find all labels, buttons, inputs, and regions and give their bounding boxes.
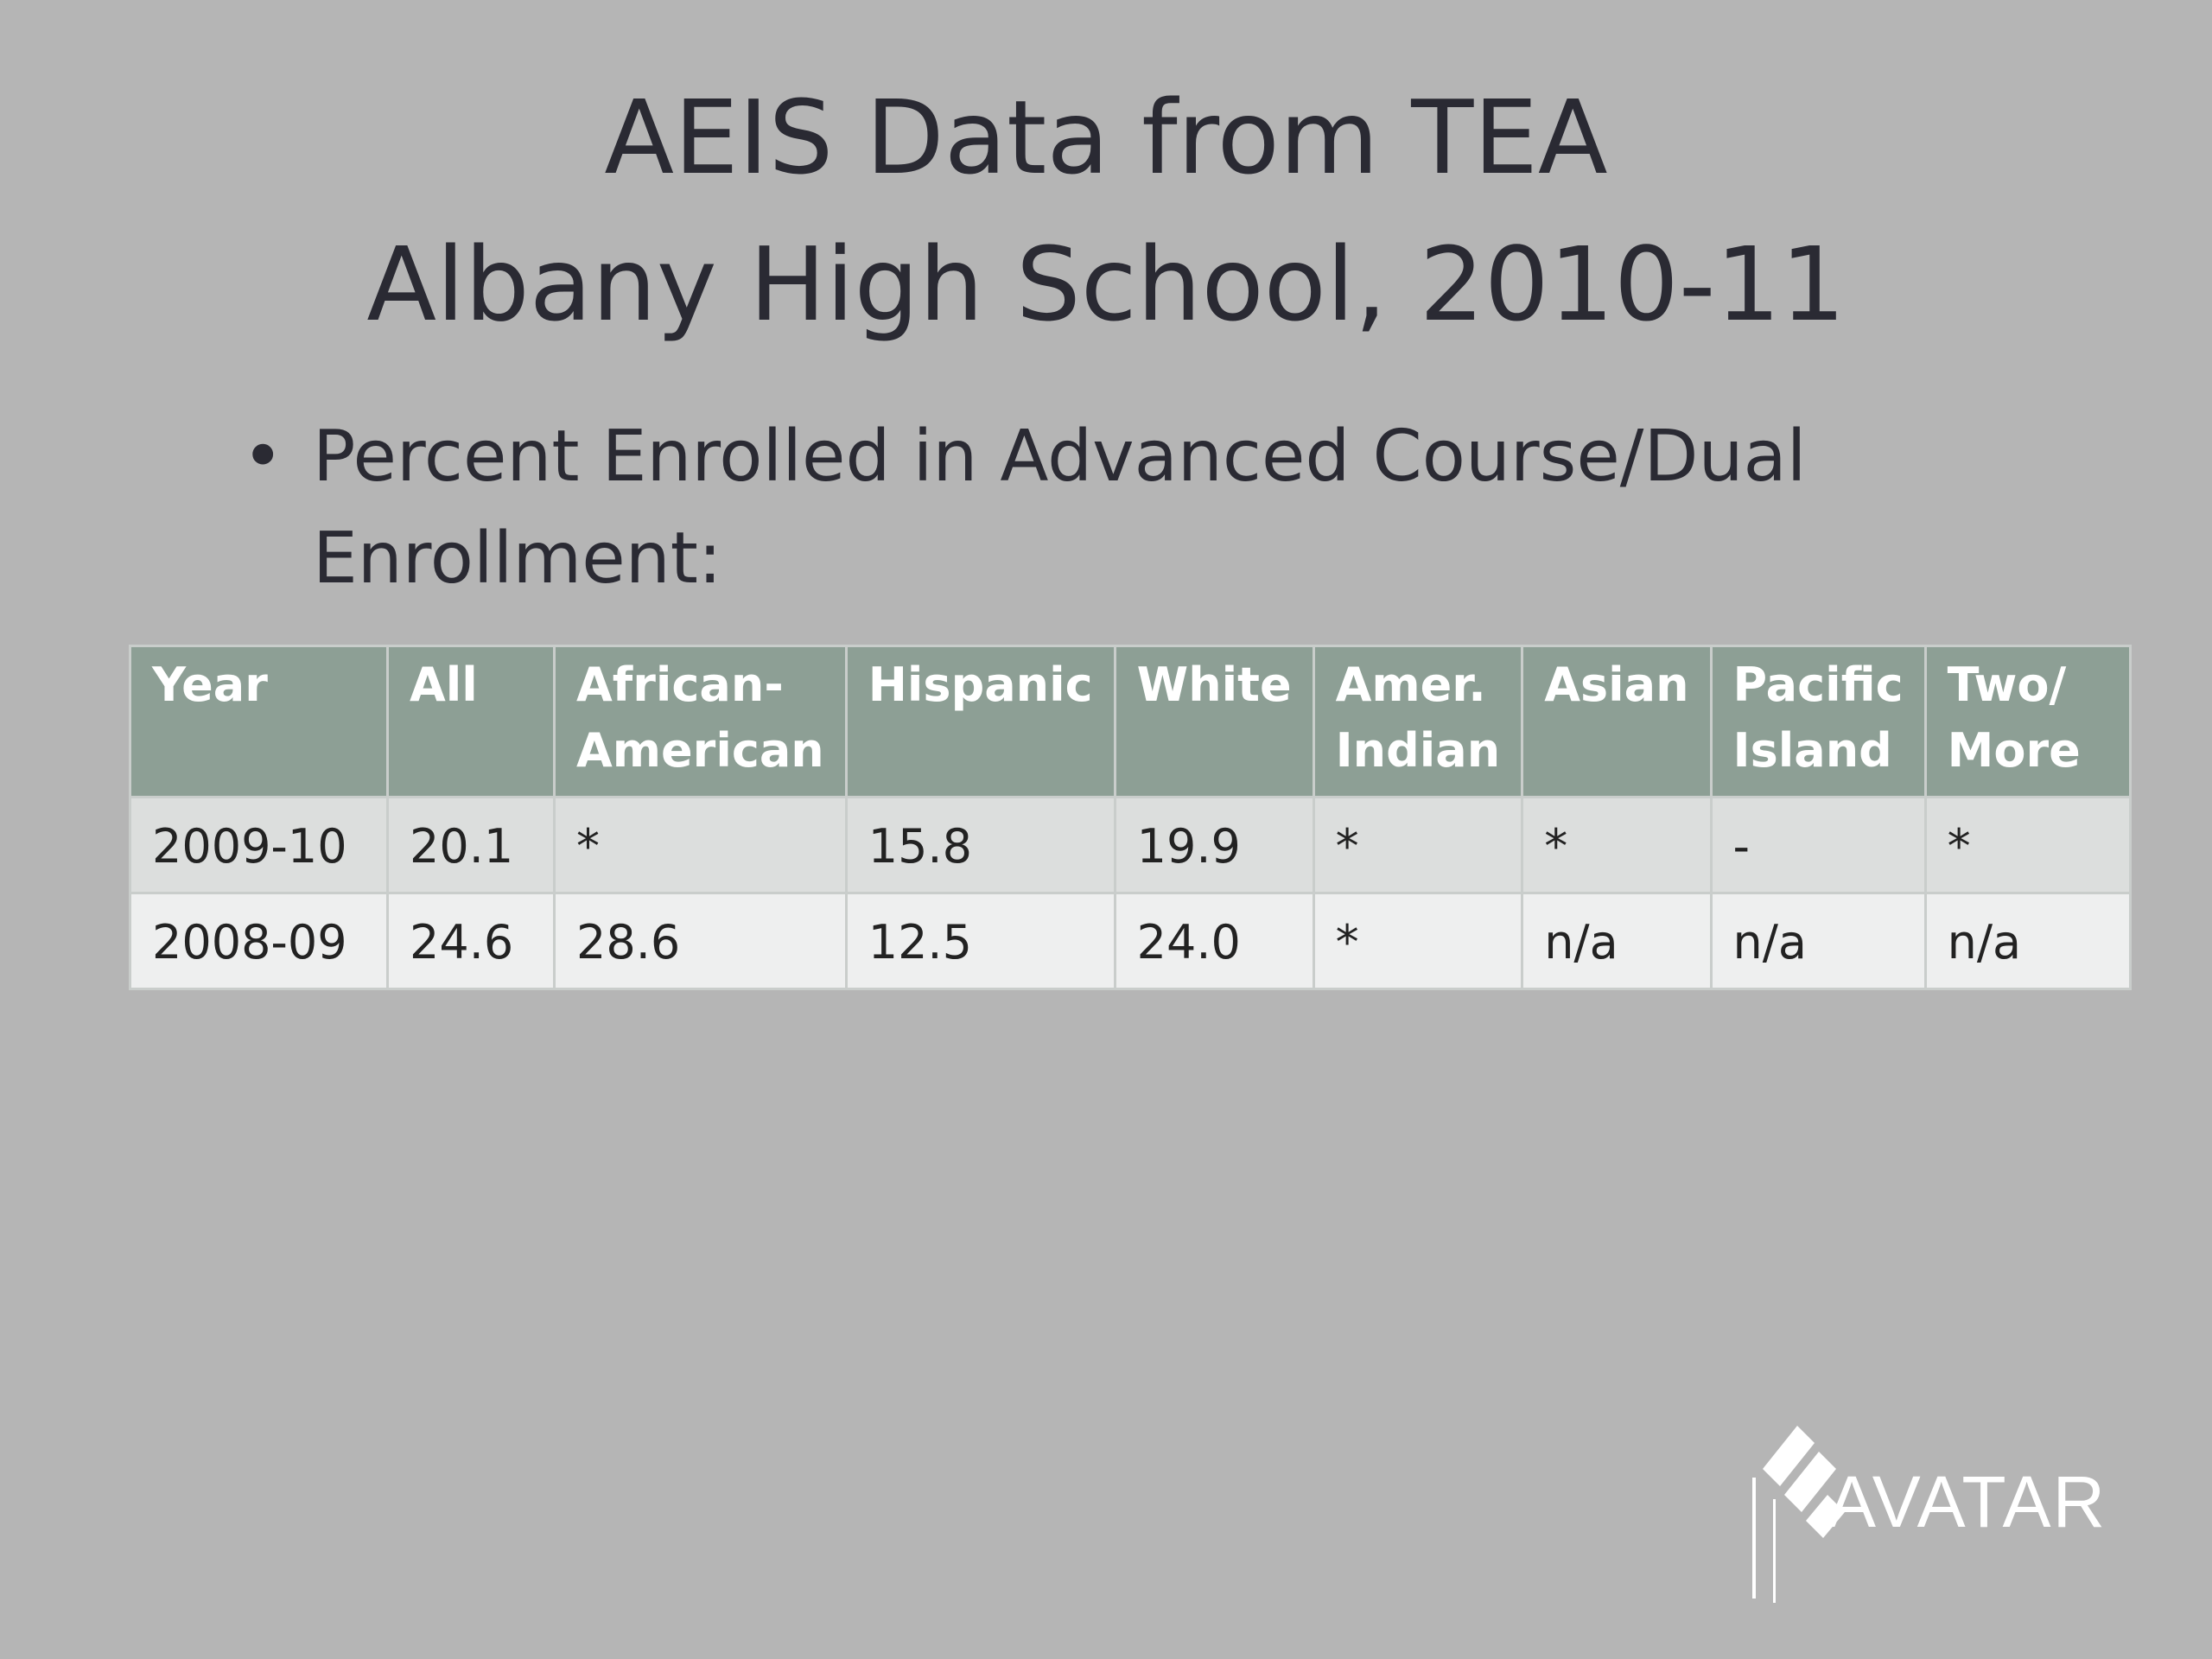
table-row: 2009-10 20.1 * 15.8 19.9 * * - * (129, 796, 2132, 894)
table-cell: - (1709, 796, 1927, 894)
table-cell: 24.6 (386, 892, 556, 990)
header-row: Year All African- American Hispanic White Ame… (129, 645, 2132, 798)
table-cell: * (1521, 796, 1713, 894)
table-cell: 2008-09 (129, 892, 389, 990)
table-cell: 19.9 (1113, 796, 1315, 894)
table-cell: * (553, 796, 848, 894)
title-line: Albany High School, 2010-11 (366, 225, 1846, 344)
table-cell: * (1312, 892, 1524, 990)
table-cell: 24.0 (1113, 892, 1315, 990)
table-cell: * (1312, 796, 1524, 894)
table-cell: n/a (1521, 892, 1713, 990)
title-line: AEIS Data from TEA (604, 78, 1608, 197)
logo-text: AVATAR (1827, 1461, 2107, 1542)
table-row: 2008-09 24.6 28.6 12.5 24.0 * n/a n/a n/a (129, 892, 2132, 990)
table-cell: n/a (1923, 892, 2132, 990)
logo: AVATAR (1745, 1417, 2160, 1607)
table-cell: 15.8 (844, 796, 1116, 894)
table-cell: 2009-10 (129, 796, 389, 894)
table-cell: 28.6 (553, 892, 848, 990)
bullet-text: Percent Enrolled in Advanced Course/Dual… (242, 406, 1955, 610)
table-cell: * (1923, 796, 2132, 894)
header-cell: Two/ More (1923, 645, 2132, 798)
table-cell: 20.1 (386, 796, 556, 894)
table-cell: n/a (1709, 892, 1927, 990)
data-table: Year All African- American Hispanic White Ame… (129, 645, 2132, 990)
header-cell: Hispanic (844, 645, 1116, 798)
logo-icon (1752, 1426, 1845, 1603)
header-cell: Year (129, 645, 389, 798)
header-cell: All (386, 645, 556, 798)
header-cell: African- American (553, 645, 848, 798)
header-cell: White (1113, 645, 1315, 798)
header-cell: Pacific Island (1709, 645, 1927, 798)
header-cell: Amer. Indian (1312, 645, 1524, 798)
header-cell: Asian (1521, 645, 1713, 798)
table-cell: 12.5 (844, 892, 1116, 990)
